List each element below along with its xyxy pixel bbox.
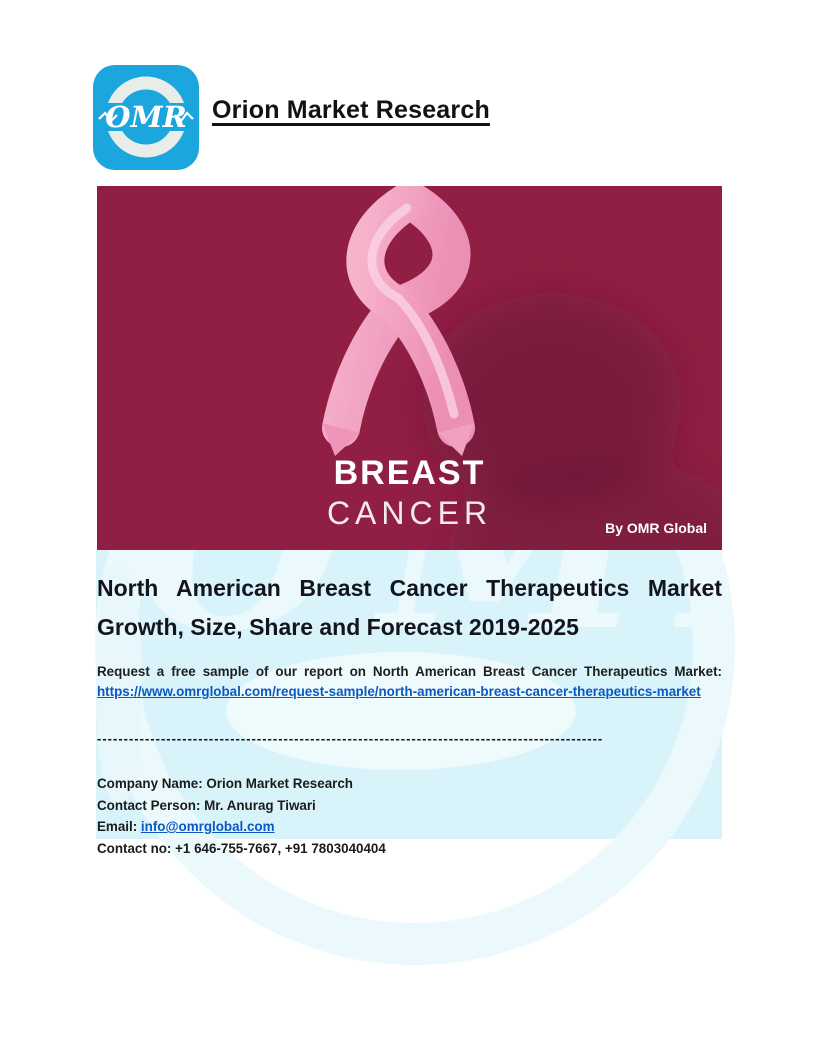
contact-phone: Contact no: +1 646-755-7667, +91 7803040… <box>97 840 386 856</box>
omr-logo-text: OMR <box>105 100 186 134</box>
request-text: Request a free sample of our report on N… <box>97 664 722 679</box>
banner-caption-cancer: CANCER <box>326 495 493 531</box>
contact-person: Contact Person: Mr. Anurag Tiwari <box>97 797 316 813</box>
brand-title: Orion Market Research <box>212 96 490 124</box>
contact-company: Company Name: Orion Market Research <box>97 776 353 791</box>
watermark-left-arc <box>96 566 142 804</box>
banner-caption-breast: BREAST <box>333 454 486 492</box>
watermark-highlight-patch <box>226 652 576 770</box>
contact-email-link[interactable]: info@omrglobal.com <box>140 819 275 834</box>
ribbon-shadow <box>422 293 722 550</box>
omr-logo: OMR <box>93 65 199 170</box>
contact-email-line: Email: info@omrglobal.com <box>97 816 722 838</box>
report-title-line2: Growth, Size, Share and Forecast 2019-20… <box>97 614 579 640</box>
watermark-layer: OMR <box>96 550 722 839</box>
breast-cancer-ribbon-graphic <box>322 186 722 550</box>
report-title: North American Breast Cancer Therapeutic… <box>97 569 722 647</box>
contact-email-label: Email: <box>97 819 138 834</box>
dashed-divider: ----------------------------------------… <box>97 731 604 746</box>
breast-cancer-banner: BREAST CANCER By OMR Global <box>97 186 722 550</box>
report-title-line1: North American Breast Cancer Therapeutic… <box>97 575 722 601</box>
sample-request-link[interactable]: https://www.omrglobal.com/request-sample… <box>97 684 701 699</box>
contact-block: Company Name: Orion Market Research Cont… <box>97 773 722 859</box>
request-paragraph: Request a free sample of our report on N… <box>97 662 722 702</box>
banner-byline: By OMR Global <box>605 520 707 536</box>
